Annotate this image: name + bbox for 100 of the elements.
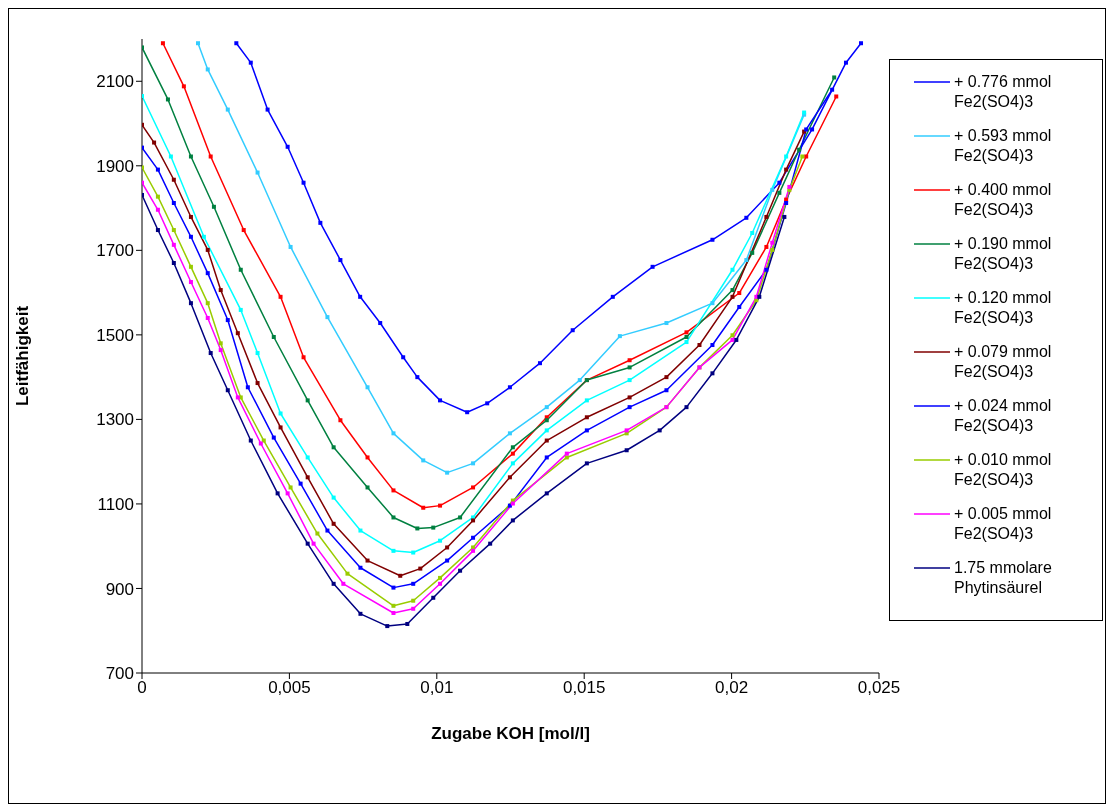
point bbox=[358, 528, 363, 533]
point bbox=[421, 505, 426, 510]
point bbox=[205, 67, 210, 72]
point bbox=[305, 455, 310, 460]
point bbox=[188, 234, 193, 239]
point bbox=[627, 358, 632, 363]
point bbox=[288, 244, 293, 249]
point bbox=[305, 541, 310, 546]
point bbox=[338, 258, 343, 263]
point bbox=[544, 438, 549, 443]
point bbox=[155, 228, 160, 233]
point bbox=[544, 455, 549, 460]
point bbox=[278, 411, 283, 416]
point bbox=[664, 388, 669, 393]
point bbox=[734, 337, 739, 342]
y-tick-label: 700 bbox=[105, 664, 134, 684]
legend-label: + 0.079 mmol Fe2(SO4)3 bbox=[954, 342, 1053, 382]
point bbox=[507, 385, 512, 390]
point bbox=[737, 291, 742, 296]
point bbox=[664, 375, 669, 380]
point bbox=[445, 558, 450, 563]
point bbox=[510, 445, 515, 450]
point bbox=[325, 315, 330, 320]
point bbox=[764, 214, 769, 219]
point bbox=[697, 343, 702, 348]
point bbox=[358, 565, 363, 570]
point bbox=[710, 371, 715, 376]
point bbox=[421, 458, 426, 463]
point bbox=[418, 566, 423, 571]
point bbox=[544, 491, 549, 496]
legend-label: + 0.024 mmol Fe2(SO4)3 bbox=[954, 396, 1053, 436]
point bbox=[800, 154, 805, 159]
point bbox=[510, 451, 515, 456]
y-tick-label: 1100 bbox=[97, 494, 134, 514]
y-tick-label: 900 bbox=[105, 579, 134, 599]
point bbox=[171, 201, 176, 205]
point bbox=[684, 330, 689, 335]
point bbox=[627, 365, 632, 370]
y-tick-label: 1700 bbox=[96, 241, 134, 261]
point bbox=[311, 541, 316, 546]
point bbox=[710, 237, 715, 242]
point bbox=[365, 455, 370, 460]
point bbox=[218, 341, 223, 346]
point bbox=[537, 361, 542, 366]
point bbox=[507, 475, 512, 480]
point bbox=[241, 228, 246, 233]
point bbox=[804, 154, 809, 159]
point bbox=[171, 228, 176, 233]
point bbox=[171, 177, 176, 182]
x-tick-label: 0,005 bbox=[268, 678, 311, 698]
point bbox=[750, 250, 755, 255]
point bbox=[730, 333, 735, 338]
point bbox=[205, 315, 210, 320]
point bbox=[305, 398, 310, 403]
point bbox=[445, 545, 450, 550]
point bbox=[188, 214, 193, 219]
y-tick-label: 1300 bbox=[96, 410, 134, 430]
point bbox=[737, 304, 742, 309]
point bbox=[278, 294, 283, 299]
point bbox=[784, 167, 789, 172]
point bbox=[171, 242, 176, 247]
point bbox=[411, 598, 416, 603]
point bbox=[843, 60, 848, 65]
point bbox=[684, 334, 689, 339]
point bbox=[225, 318, 230, 323]
point bbox=[411, 606, 416, 611]
point bbox=[744, 215, 749, 220]
point bbox=[465, 410, 470, 415]
point bbox=[225, 107, 230, 112]
legend-label: + 0.593 mmol Fe2(SO4)3 bbox=[954, 126, 1053, 166]
point bbox=[617, 334, 622, 339]
point bbox=[438, 581, 443, 586]
legend-label: + 0.005 mmol Fe2(SO4)3 bbox=[954, 504, 1053, 544]
x-tick-label: 0 bbox=[137, 678, 147, 698]
point bbox=[205, 271, 210, 276]
point bbox=[411, 550, 416, 555]
point bbox=[275, 491, 280, 496]
point bbox=[331, 521, 336, 526]
point bbox=[584, 461, 589, 466]
point bbox=[401, 355, 406, 360]
point bbox=[431, 595, 436, 600]
point bbox=[570, 328, 575, 333]
point bbox=[584, 428, 589, 433]
point bbox=[341, 581, 346, 586]
point bbox=[331, 445, 336, 450]
point bbox=[285, 491, 290, 496]
point bbox=[544, 405, 549, 410]
point bbox=[664, 321, 669, 326]
point bbox=[188, 264, 193, 269]
point bbox=[378, 321, 383, 326]
point bbox=[338, 418, 343, 423]
point bbox=[315, 531, 320, 536]
point bbox=[391, 488, 396, 493]
point bbox=[305, 475, 310, 480]
point bbox=[770, 247, 775, 252]
point bbox=[750, 231, 755, 235]
point bbox=[627, 405, 632, 410]
x-tick-label: 0,02 bbox=[715, 678, 749, 698]
point bbox=[797, 147, 802, 152]
y-tick-label: 1900 bbox=[96, 156, 134, 176]
